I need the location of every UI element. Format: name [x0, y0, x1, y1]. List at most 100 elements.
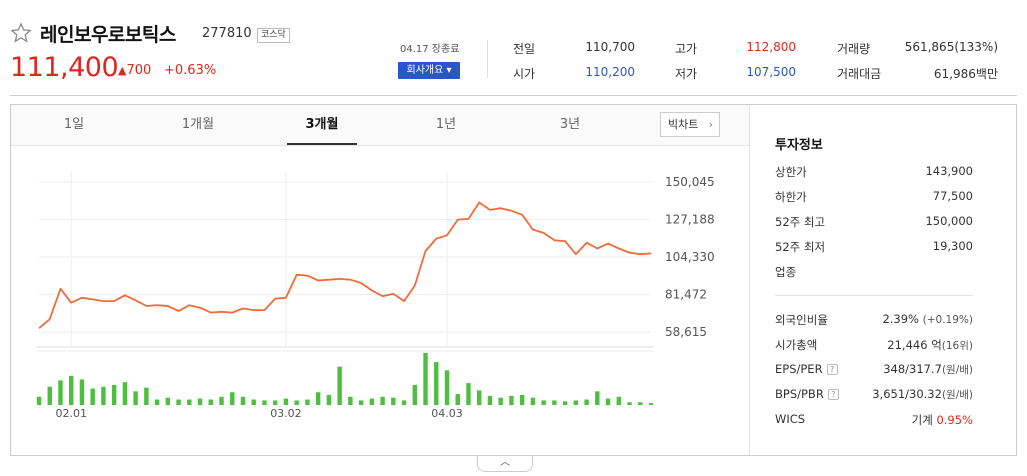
volume-bar	[240, 396, 246, 405]
volume-bar	[562, 401, 568, 405]
big-chart-button[interactable]: 빅차트 ›	[660, 112, 720, 137]
trade-value-label: 거래대금	[837, 67, 882, 81]
sector-row: 업종	[775, 264, 973, 284]
high-value: 112,800	[746, 40, 796, 54]
header-divider	[487, 40, 488, 78]
volume-bar	[283, 398, 289, 405]
volume-bar	[605, 398, 611, 405]
tab-1day[interactable]: 1일	[63, 117, 85, 132]
foreign-ratio-value: 2.39%	[882, 312, 919, 326]
bps-pbr-label: BPS/PBR	[775, 387, 824, 401]
company-overview-button[interactable]: 회사개요 ▾	[398, 62, 460, 79]
y-tick-label: 81,472	[665, 288, 707, 302]
current-price: 111,400	[10, 52, 119, 83]
volume-bar	[176, 399, 181, 405]
y-tick-label: 127,188	[665, 212, 715, 226]
help-icon[interactable]: ?	[827, 389, 839, 400]
volume-bar	[595, 391, 600, 405]
bps-pbr-value: 3,651/30.32	[872, 387, 942, 401]
price-change-rate: +0.63%	[164, 63, 217, 78]
tab-1month[interactable]: 1개월	[181, 117, 215, 132]
lower-limit-value: 77,500	[932, 189, 973, 203]
price-change-value: 700	[126, 63, 152, 78]
volume-bar	[401, 400, 407, 405]
volume-bar	[294, 400, 299, 405]
chart-panel: 1일 1개월 3개월 1년 3년 빅차트 › 150,045 127,188 104…	[10, 104, 1017, 456]
volume-bar	[519, 394, 525, 405]
volume-bar	[530, 397, 536, 405]
volume-bar	[58, 380, 63, 405]
volume-bar	[36, 396, 42, 405]
y-tick-label: 150,045	[665, 175, 715, 189]
volume-bar	[122, 382, 128, 405]
foreign-ratio-label: 외국인비율	[775, 313, 828, 327]
bps-pbr-row: BPS/PBR? 3,651/30.32(원/배)	[775, 387, 973, 407]
prev-close-label: 전일	[513, 42, 536, 56]
wics-sector[interactable]: 기계	[911, 413, 933, 427]
volume-bar	[197, 398, 203, 405]
high52-row: 52주 최고 150,000	[775, 214, 973, 234]
wics-label: WICS	[775, 412, 806, 426]
volume-bar	[648, 403, 654, 405]
volume-bar	[47, 386, 52, 405]
market-badge: 코스닥	[257, 28, 290, 43]
volume-bar	[487, 395, 493, 405]
eps-per-row: EPS/PER? 348/317.7(원/배)	[775, 362, 973, 382]
tab-3month[interactable]: 3개월	[287, 105, 357, 145]
prev-close-value: 110,700	[585, 40, 635, 54]
low-value: 107,500	[746, 65, 796, 79]
volume-bar	[616, 396, 621, 405]
market-cap-rank: (16위)	[941, 340, 973, 352]
trade-value-value: 61,986백만	[933, 67, 998, 81]
period-tabs: 1일 1개월 3개월 1년 3년 빅차트 ›	[11, 105, 749, 146]
expand-chevron-up-icon[interactable]: ︿	[477, 456, 533, 472]
x-tick-label: 03.02	[270, 407, 302, 417]
volume-bar	[219, 396, 224, 405]
bps-pbr-unit: (원/배)	[941, 389, 973, 401]
volume-bar	[423, 353, 428, 405]
invest-info-title: 투자정보	[775, 138, 823, 153]
volume-bar	[101, 386, 106, 405]
chevron-right-icon: ›	[708, 118, 713, 131]
foreign-ratio-change: (+0.19%)	[922, 314, 973, 326]
tab-1year[interactable]: 1년	[435, 117, 457, 132]
volume-bar	[380, 396, 385, 405]
x-tick-label: 02.01	[55, 407, 87, 417]
eps-per-label: EPS/PER	[775, 362, 823, 376]
volume-value: 561,865(133%)	[904, 40, 998, 54]
volume-bar	[369, 398, 375, 405]
volume-bar	[187, 399, 192, 405]
low52-label: 52주 최저	[775, 240, 826, 254]
market-cap-row: 시가총액 21,446 억(16위)	[775, 337, 973, 357]
high-label: 고가	[675, 42, 698, 56]
y-tick-label: 58,615	[665, 325, 707, 339]
favorite-star-icon[interactable]	[10, 22, 32, 44]
volume-bar	[90, 388, 95, 405]
volume-bar	[262, 400, 267, 405]
help-icon[interactable]: ?	[826, 364, 838, 375]
volume-bar	[466, 383, 471, 405]
price-chart[interactable]: 150,045 127,188 104,330 81,472 58,615 02.01 03…	[11, 147, 749, 417]
volume-bar	[391, 397, 396, 405]
side-divider	[749, 105, 750, 455]
market-cap-value: 21,446 억	[887, 338, 942, 352]
volume-bar	[154, 399, 160, 405]
volume-bar	[337, 366, 342, 405]
volume-bar	[133, 391, 138, 405]
low52-value: 19,300	[932, 239, 973, 253]
stock-name: 레인보우로보틱스	[40, 24, 176, 46]
volume-bar	[79, 379, 85, 405]
market-cap-label: 시가총액	[775, 338, 818, 352]
volume-bar	[444, 370, 450, 405]
lower-limit-label: 하한가	[775, 190, 807, 204]
volume-bar	[358, 400, 364, 405]
price-change: ▲700	[118, 63, 151, 78]
tab-3year[interactable]: 3년	[559, 117, 581, 132]
x-tick-label: 04.03	[431, 407, 463, 417]
volume-bar	[477, 390, 482, 405]
volume-bar	[509, 395, 514, 405]
high52-value: 150,000	[925, 214, 973, 228]
upper-limit-label: 상한가	[775, 165, 807, 179]
volume-bar	[498, 397, 503, 405]
volume-bar	[541, 400, 546, 405]
